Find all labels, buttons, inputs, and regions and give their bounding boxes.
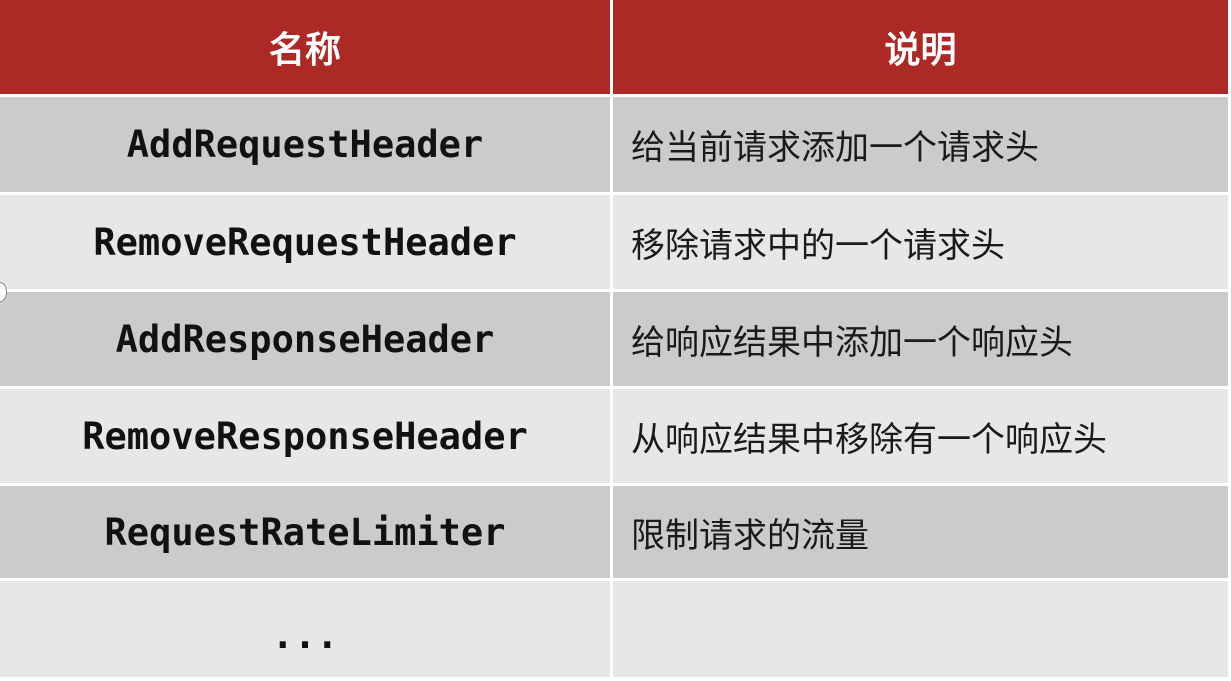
row-separator [0, 192, 1228, 195]
row-separator [0, 578, 1228, 581]
table-row: RemoveRequestHeader 移除请求中的一个请求头 [0, 195, 1228, 289]
row-separator [0, 94, 1228, 97]
cell-filter-name: ... [271, 613, 339, 657]
table-row: RequestRateLimiter 限制请求的流量 [0, 486, 1228, 578]
cell-filter-desc [631, 581, 1221, 677]
table-row: ... [0, 581, 1228, 677]
cell-filter-name: RequestRateLimiter [104, 510, 506, 554]
cell-filter-desc: 移除请求中的一个请求头 [631, 225, 1005, 266]
table-row: AddResponseHeader 给响应结果中添加一个响应头 [0, 292, 1228, 386]
cell-filter-desc: 从响应结果中移除有一个响应头 [631, 419, 1107, 460]
cell-filter-desc: 给响应结果中添加一个响应头 [631, 322, 1073, 363]
row-separator [0, 289, 1228, 292]
header-name: 名称 [268, 30, 341, 71]
cell-filter-name: RemoveResponseHeader [82, 414, 528, 458]
cell-filter-desc: 给当前请求添加一个请求头 [631, 128, 1039, 168]
row-separator [0, 386, 1228, 389]
cell-filter-name: RemoveRequestHeader [93, 220, 517, 264]
column-divider [610, 94, 613, 677]
cell-filter-name: AddResponseHeader [115, 317, 495, 361]
header-divider [610, 0, 613, 94]
table-row: AddRequestHeader 给当前请求添加一个请求头 [0, 97, 1228, 192]
cell-filter-name: AddRequestHeader [126, 123, 484, 166]
row-separator [0, 483, 1228, 486]
cell-filter-desc: 限制请求的流量 [631, 515, 869, 556]
header-desc: 说明 [884, 30, 957, 71]
table-row: RemoveResponseHeader 从响应结果中移除有一个响应头 [0, 389, 1228, 483]
table-header: 名称 说明 [0, 0, 1228, 94]
